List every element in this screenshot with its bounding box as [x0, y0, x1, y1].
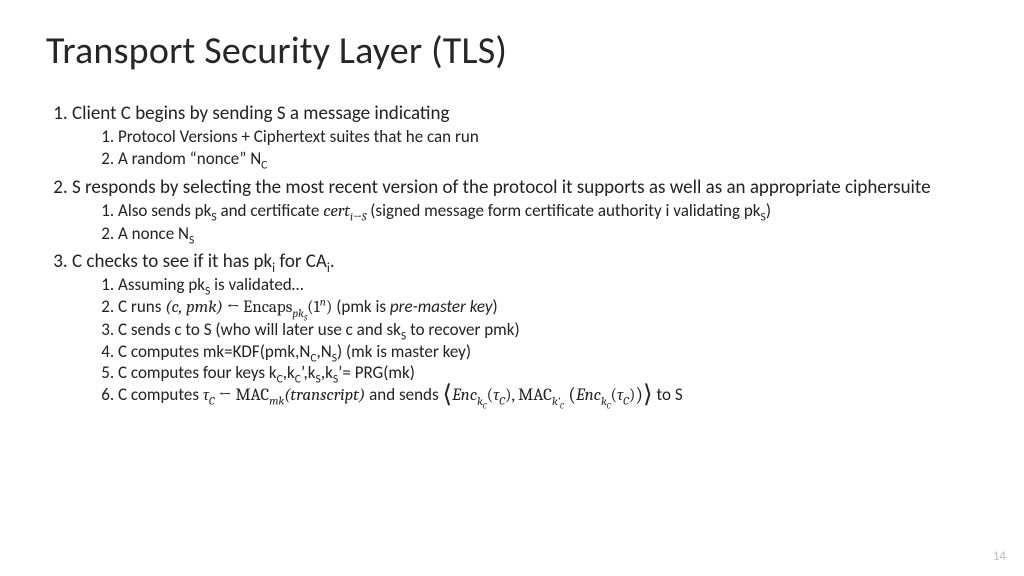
item-2-1-c: (signed message form certificate authori…: [366, 200, 760, 221]
item-3-1: Assuming pkS is validated…: [118, 275, 978, 296]
item-2-1: Also sends pkS and certificate certi→S (…: [118, 201, 978, 223]
item-1-lead: Client C begins by sending S a message i…: [72, 102, 449, 125]
item-2-sublist: Also sends pk S and certificate certi→S (…: [72, 201, 978, 244]
item-3-6-a: C computes: [118, 384, 203, 405]
item-1-1: Protocol Versions + Ciphertext suites th…: [118, 127, 978, 148]
item-3-5-d: ,k: [321, 362, 333, 383]
item-1-2-sub: C: [261, 158, 267, 172]
item-3-4-a: C computes mk=KDF(pmk,N: [118, 341, 310, 362]
item-3-6-mac2: MAC: [518, 386, 552, 405]
item-3-2-tail: (pmk is: [332, 296, 389, 317]
item-2-1-cert-sub: i→S: [350, 210, 366, 223]
item-3-2-tail-close: ): [492, 296, 497, 317]
item-3-6-enc2-sub: kC: [601, 395, 611, 408]
item-3-2-pmk: pre-master key: [390, 296, 493, 317]
item-3-6-enc1: Enc: [452, 386, 477, 405]
encaps-sub-pk: pk: [292, 307, 303, 320]
item-3-5-a: C computes four keys k: [118, 362, 277, 383]
item-3-lead-a: C checks to see if it has pk: [72, 250, 272, 273]
item-1-2: A random “nonce” NC: [118, 149, 978, 170]
item-3-6-tail: to S: [653, 384, 683, 405]
item-1-sublist: Protocol Versions + Ciphertext suites th…: [72, 127, 978, 169]
item-3-lead-c: .: [330, 250, 335, 273]
mac2-sub-kp: k’: [552, 395, 560, 408]
item-3-5-b: ,k: [283, 362, 295, 383]
item-1-2-text: A random “nonce” N: [118, 148, 261, 169]
item-3-sublist: Assuming pkS is validated… C runs (c, pm…: [72, 275, 978, 406]
item-3-6-mac2-open: (: [564, 384, 576, 407]
item-3-6-tr: (transcript): [284, 386, 365, 405]
item-3-6-mid: and sends: [365, 384, 442, 405]
item-3-1-a: Assuming pk: [118, 274, 205, 295]
item-3-2-arg-open: (1: [307, 298, 320, 317]
item-3-6-enc1-sub: kC: [477, 395, 487, 408]
item-2-1-cert: cert: [323, 202, 350, 221]
page-title: Transport Security Layer (TLS): [46, 28, 978, 74]
item-3-lead: C checks to see if it has pki for CAi.: [72, 250, 335, 273]
item-2-1-d: ): [766, 200, 771, 221]
item-3-4: C computes mk=KDF(pmk,NC,NS) (mk is mast…: [118, 342, 978, 363]
item-3-2-lhs: (c, pmk) ←: [165, 298, 243, 317]
page-number: 14: [993, 549, 1006, 564]
item-3-6-mac: MAC: [235, 386, 269, 405]
item-3-lead-b: for CA: [275, 250, 327, 273]
item-3-3: C sends c to S (who will later use c and…: [118, 320, 978, 341]
item-3-4-b: ,N: [316, 341, 331, 362]
item-3-3-b: to recover pmk): [406, 319, 519, 340]
item-3-5-e: ’= PRG(mk): [338, 362, 415, 383]
item-3-6: C computes τC ← MACmk(transcript) and se…: [118, 385, 978, 407]
item-2-2-sub: S: [189, 233, 194, 247]
item-3-3-a: C sends c to S (who will later use c and…: [118, 319, 401, 340]
item-3-6-mac-sub: mk: [269, 395, 284, 408]
rangle-icon: ⟩: [643, 381, 653, 409]
item-3-6-enc2: Enc: [576, 386, 601, 405]
outline-list: Client C begins by sending S a message i…: [46, 102, 978, 407]
item-3-4-c: ) (mk is master key): [337, 341, 471, 362]
item-1: Client C begins by sending S a message i…: [72, 102, 978, 170]
slide: Transport Security Layer (TLS) Client C …: [0, 0, 1024, 576]
item-3-5-p2: ’,k: [301, 362, 316, 383]
item-3-1-b: is validated…: [210, 274, 303, 295]
item-2-1-a: Also sends pk: [118, 200, 211, 221]
item-3-2: C runs (c, pmk) ← EncapspkS(1n) (pmk is …: [118, 297, 978, 319]
item-3-2-encaps-sub: pkS: [292, 307, 307, 320]
langle-icon: ⟨: [442, 381, 452, 409]
item-3-5: C computes four keys kC,kC’,kS,kS’= PRG(…: [118, 363, 978, 384]
item-3: C checks to see if it has pki for CAi. A…: [72, 250, 978, 407]
item-3-6-mac2-close: ): [635, 384, 643, 407]
item-3-6-mac2-sub: k’C: [552, 395, 564, 408]
item-3-2-a: C runs: [118, 296, 165, 317]
item-2-lead: S responds by selecting the most recent …: [72, 176, 931, 199]
item-3-2-encaps: Encaps: [243, 298, 292, 317]
item-3-6-arrow: ←: [215, 386, 236, 405]
item-2-2: A nonce NS: [118, 224, 978, 245]
item-2: S responds by selecting the most recent …: [72, 176, 978, 245]
item-2-1-b: and certificate: [217, 200, 324, 221]
item-2-2-a: A nonce N: [118, 223, 189, 244]
